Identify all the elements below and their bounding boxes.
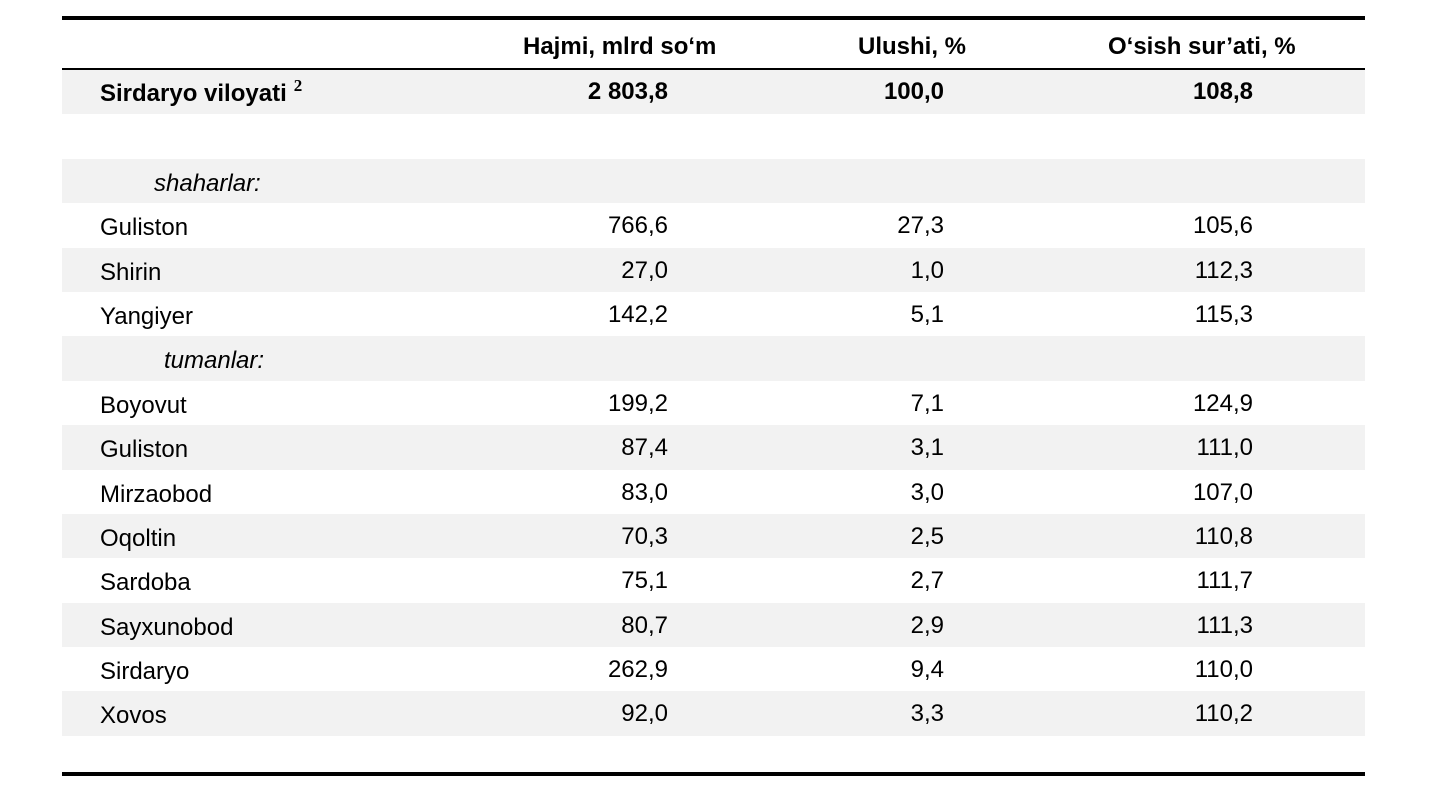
cell-share: 2,5 xyxy=(910,522,944,550)
row-name: Sirdaryo xyxy=(100,658,190,686)
cell-volume: 27,0 xyxy=(621,256,668,284)
cell-growth: 105,6 xyxy=(1192,212,1253,240)
cell-share: 3,1 xyxy=(910,434,944,462)
row-name: Mirzaobod xyxy=(100,480,213,508)
cell-volume: 199,2 xyxy=(607,389,668,417)
cell-share: 5,1 xyxy=(910,300,944,328)
row-name: Xovos xyxy=(100,702,167,730)
cell-share: 7,1 xyxy=(910,389,944,417)
cell-growth: 110,0 xyxy=(1194,656,1253,684)
header-growth: O‘sish sur’ati, % xyxy=(1108,33,1296,60)
row-name: Sirdaryo viloyati 2 xyxy=(100,76,302,108)
cell-growth: 112,3 xyxy=(1194,256,1253,284)
table-row: Oqoltin 70,3 2,5 110,8 xyxy=(62,513,1365,559)
table-row: Sardoba 75,1 2,7 111,7 xyxy=(62,558,1365,602)
header-volume: Hajmi, mlrd so‘m xyxy=(523,33,717,60)
cell-growth: 107,0 xyxy=(1192,478,1253,506)
row-name: Guliston xyxy=(100,214,189,242)
table-top-rule xyxy=(62,16,1365,20)
cell-share: 3,0 xyxy=(910,478,944,506)
table-bottom-rule xyxy=(62,772,1365,776)
cell-volume: 70,3 xyxy=(621,522,668,550)
cell-share: 2,9 xyxy=(910,611,944,639)
cell-growth: 111,3 xyxy=(1196,611,1254,639)
cell-share: 3,3 xyxy=(910,700,944,728)
table-row-total: Sirdaryo viloyati 2 2 803,8 100,0 108,8 xyxy=(62,70,1365,115)
statistics-table: Hajmi, mlrd so‘m Ulushi, % O‘sish sur’at… xyxy=(62,16,1365,736)
row-name: Sardoba xyxy=(100,569,191,597)
table-row: Guliston 87,4 3,1 111,0 xyxy=(62,425,1365,470)
cell-growth: 124,9 xyxy=(1192,389,1253,417)
cell-growth: 110,2 xyxy=(1194,700,1253,728)
table-row: Yangiyer 142,2 5,1 115,3 xyxy=(62,292,1365,336)
cell-growth: 115,3 xyxy=(1194,300,1253,328)
cell-volume: 87,4 xyxy=(621,434,668,462)
table-row: Mirzaobod 83,0 3,0 107,0 xyxy=(62,470,1365,514)
table-row: Sirdaryo 262,9 9,4 110,0 xyxy=(62,647,1365,691)
table-row-spacer xyxy=(62,114,1365,158)
table-row: Xovos 92,0 3,3 110,2 xyxy=(62,691,1365,736)
row-name: Oqoltin xyxy=(100,524,177,552)
cell-growth: 111,0 xyxy=(1196,434,1254,462)
cell-volume: 92,0 xyxy=(621,700,668,728)
section-heading-districts: tumanlar: xyxy=(62,336,1365,381)
cell-share: 1,0 xyxy=(910,256,944,284)
table-header: Hajmi, mlrd so‘m Ulushi, % O‘sish sur’at… xyxy=(62,20,1365,70)
cell-growth: 110,8 xyxy=(1194,522,1253,550)
row-name: Shirin xyxy=(100,258,162,286)
row-name: Yangiyer xyxy=(100,302,193,330)
cell-share: 2,7 xyxy=(910,567,944,595)
section-label: tumanlar: xyxy=(164,347,265,375)
cell-volume: 83,0 xyxy=(621,478,668,506)
row-name: Sayxunobod xyxy=(100,613,234,641)
cell-share: 9,4 xyxy=(910,656,944,684)
cell-volume: 142,2 xyxy=(607,300,668,328)
table-row: Boyovut 199,2 7,1 124,9 xyxy=(62,381,1365,425)
table-row: Guliston 766,6 27,3 105,6 xyxy=(62,203,1365,247)
table-row: Sayxunobod 80,7 2,9 111,3 xyxy=(62,602,1365,648)
cell-volume: 262,9 xyxy=(607,656,668,684)
cell-growth: 111,7 xyxy=(1196,567,1254,595)
cell-volume: 766,6 xyxy=(607,212,668,240)
cell-share: 100,0 xyxy=(883,78,944,105)
total-name: Sirdaryo viloyati xyxy=(100,80,287,107)
cell-volume: 80,7 xyxy=(621,611,668,639)
cell-volume: 75,1 xyxy=(621,567,668,595)
footnote-marker: 2 xyxy=(293,76,303,95)
section-heading-cities: shaharlar: xyxy=(62,158,1365,204)
cell-share: 27,3 xyxy=(897,212,944,240)
cell-growth: 108,8 xyxy=(1192,78,1253,105)
row-name: Boyovut xyxy=(100,391,187,419)
header-share: Ulushi, % xyxy=(858,33,967,60)
row-name: Guliston xyxy=(100,436,189,464)
cell-volume: 2 803,8 xyxy=(587,78,668,105)
section-label: shaharlar: xyxy=(154,169,261,197)
table-row: Shirin 27,0 1,0 112,3 xyxy=(62,247,1365,292)
